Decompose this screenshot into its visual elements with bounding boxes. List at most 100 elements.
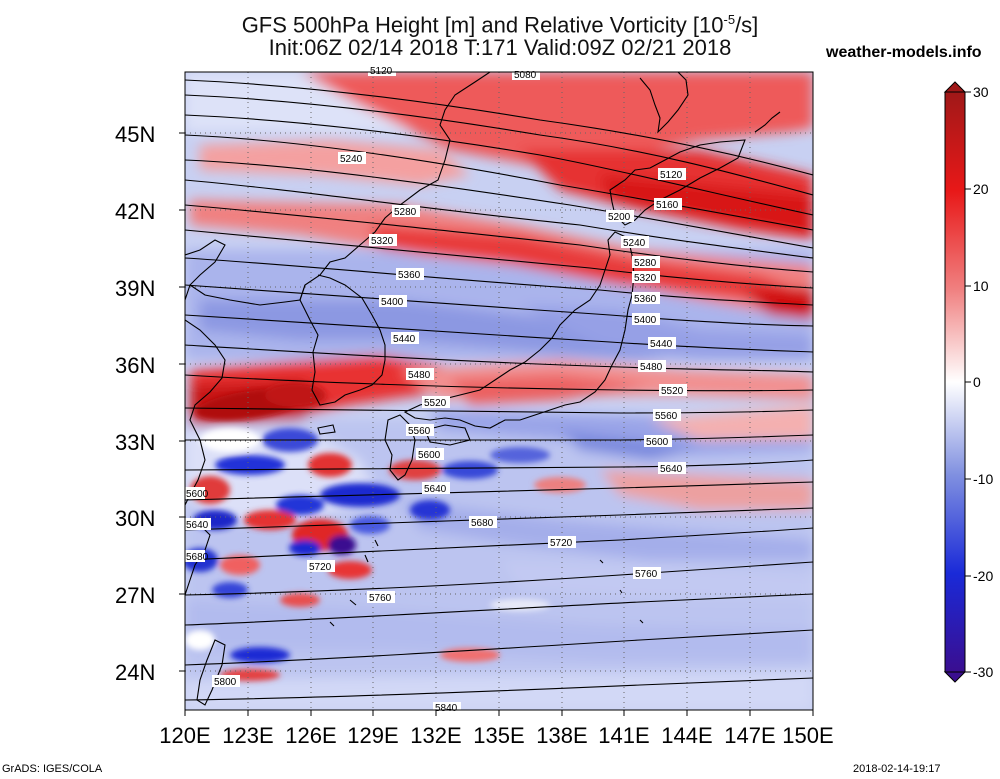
contour-label-text: 5320: [371, 236, 394, 247]
contour-label-5160: 5160: [654, 198, 682, 211]
lon-label-126e: 126E: [285, 723, 337, 748]
contour-label-text: 5520: [424, 398, 447, 409]
contour-label-text: 5640: [660, 464, 683, 475]
contour-label-5640: 5640: [422, 482, 450, 495]
contour-label-text: 5400: [381, 297, 404, 308]
contour-label-5680: 5680: [469, 516, 497, 529]
contour-label-5120: 5120: [658, 168, 686, 181]
contour-label-text: 5560: [655, 411, 678, 422]
contour-label-text: 5280: [634, 258, 657, 269]
lon-label-132e: 132E: [410, 723, 462, 748]
lon-label-144e: 144E: [661, 723, 713, 748]
contour-label-5400: 5400: [632, 313, 660, 326]
contour-label-5080: 5080: [512, 68, 540, 81]
lon-label-135e: 135E: [473, 723, 525, 748]
contour-label-5320: 5320: [632, 271, 660, 284]
contour-label-5520: 5520: [422, 396, 450, 409]
contour-label-5240: 5240: [338, 152, 366, 165]
site-credit: weather-models.info: [826, 44, 982, 61]
contour-label-text: 5640: [424, 484, 447, 495]
colorbar-tick-10: 10: [973, 278, 989, 294]
contour-label-5360: 5360: [632, 292, 660, 305]
title-exponent: -5: [723, 12, 736, 27]
contour-label-text: 5800: [214, 677, 237, 688]
contour-label-5280: 5280: [632, 256, 660, 269]
footer-software-credit: GrADS: IGES/COLA: [2, 763, 103, 775]
contour-label-5480: 5480: [638, 360, 666, 373]
contour-label-text: 5760: [635, 569, 658, 580]
contour-label-text: 5760: [369, 593, 392, 604]
lat-label-36n: 36N: [115, 353, 156, 378]
contour-label-5800: 5800: [212, 675, 240, 688]
contour-label-5720: 5720: [548, 536, 576, 549]
contour-label-text: 5680: [471, 518, 494, 529]
colorbar-tick-neg30: -30: [973, 664, 994, 680]
lon-label-120e: 120E: [159, 723, 211, 748]
colorbar-tick-neg10: -10: [973, 471, 994, 487]
contour-labels: 5120 5080 5240 5120 5160 5280 5200 5320 …: [185, 66, 687, 714]
axis-ticks: [179, 132, 814, 716]
contour-label-5320: 5320: [369, 234, 397, 247]
lat-label-33n: 33N: [115, 430, 156, 455]
lon-label-147e: 147E: [724, 723, 776, 748]
contour-label-5600-edge: 5600: [185, 487, 209, 500]
contour-label-5360: 5360: [396, 268, 424, 281]
footer-timestamp: 2018-02-14-19:17: [853, 763, 941, 775]
contour-label-5600: 5600: [644, 435, 672, 448]
contour-label-5680-edge: 5680: [185, 550, 209, 563]
lat-label-30n: 30N: [115, 506, 156, 531]
contour-label-text: 5080: [514, 70, 537, 81]
contour-label-text: 5360: [634, 294, 657, 305]
contour-label-5640: 5640: [658, 462, 686, 475]
contour-label-5440: 5440: [391, 332, 419, 345]
contour-label-text: 5720: [309, 562, 332, 573]
contour-label-text: 5400: [634, 315, 657, 326]
contour-label-text: 5440: [393, 334, 416, 345]
contour-label-text: 5480: [640, 362, 663, 373]
contour-label-text: 5600: [186, 489, 209, 500]
contour-label-text: 5840: [435, 703, 458, 714]
contour-label-5760: 5760: [367, 591, 395, 604]
contour-label-text: 5320: [634, 273, 657, 284]
title-line-2: Init:06Z 02/14 2018 T:171 Valid:09Z 02/2…: [268, 35, 732, 60]
colorbar-min-arrow: [943, 671, 967, 683]
height-contours: [185, 79, 813, 701]
lon-label-150e: 150E: [782, 723, 834, 748]
lat-label-24n: 24N: [115, 660, 156, 685]
contour-label-text: 5720: [550, 538, 573, 549]
contour-label-5400: 5400: [379, 295, 407, 308]
lat-label-45n: 45N: [115, 122, 156, 147]
title-suffix: /s]: [735, 12, 759, 38]
lon-label-129e: 129E: [347, 723, 399, 748]
lat-label-39n: 39N: [115, 276, 156, 301]
lon-label-123e: 123E: [222, 723, 274, 748]
contour-label-5280: 5280: [392, 205, 420, 218]
contour-label-text: 5600: [646, 437, 669, 448]
lat-label-27n: 27N: [115, 583, 156, 608]
contour-label-text: 5360: [398, 270, 421, 281]
contour-label-text: 5640: [186, 520, 209, 531]
colorbar-tick-0: 0: [973, 374, 981, 390]
contour-label-text: 5160: [656, 200, 679, 211]
contour-label-5840: 5840: [433, 702, 461, 714]
colorbar: [943, 81, 971, 683]
contour-label-text: 5240: [340, 154, 363, 165]
contour-label-text: 5560: [408, 426, 431, 437]
title-prefix: GFS 500hPa Height [m] and Relative Vorti…: [241, 12, 724, 38]
contour-label-5560: 5560: [653, 409, 681, 422]
contour-label-5560: 5560: [406, 424, 434, 437]
colorbar-tick-neg20: -20: [973, 568, 994, 584]
contour-label-5640-edge: 5640: [185, 518, 211, 531]
contour-label-text: 5440: [650, 339, 673, 350]
contour-label-text: 5480: [408, 370, 431, 381]
contour-label-text: 5240: [623, 238, 646, 249]
lon-label-141e: 141E: [598, 723, 650, 748]
colorbar-tick-30: 30: [973, 84, 989, 100]
contour-label-text: 5600: [418, 450, 441, 461]
contour-label-5720: 5720: [307, 560, 335, 573]
contour-label-text: 5120: [660, 170, 683, 181]
contour-label-5440: 5440: [648, 337, 676, 350]
contour-label-5600: 5600: [416, 448, 444, 461]
colorbar-max-arrow: [943, 81, 967, 93]
